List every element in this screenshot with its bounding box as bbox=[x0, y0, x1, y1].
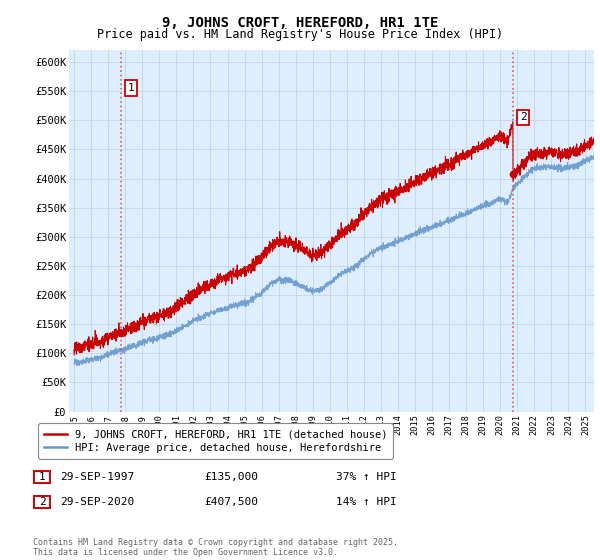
Text: £135,000: £135,000 bbox=[204, 472, 258, 482]
Text: 37% ↑ HPI: 37% ↑ HPI bbox=[336, 472, 397, 482]
Text: 29-SEP-1997: 29-SEP-1997 bbox=[60, 472, 134, 482]
Text: 2: 2 bbox=[520, 113, 527, 123]
Text: 29-SEP-2020: 29-SEP-2020 bbox=[60, 497, 134, 507]
Text: 1: 1 bbox=[38, 472, 46, 482]
Text: Price paid vs. HM Land Registry's House Price Index (HPI): Price paid vs. HM Land Registry's House … bbox=[97, 28, 503, 41]
Text: 1: 1 bbox=[128, 83, 134, 94]
Text: 14% ↑ HPI: 14% ↑ HPI bbox=[336, 497, 397, 507]
Text: 2: 2 bbox=[38, 497, 46, 507]
Text: 9, JOHNS CROFT, HEREFORD, HR1 1TE: 9, JOHNS CROFT, HEREFORD, HR1 1TE bbox=[162, 16, 438, 30]
FancyBboxPatch shape bbox=[34, 471, 50, 483]
Text: Contains HM Land Registry data © Crown copyright and database right 2025.
This d: Contains HM Land Registry data © Crown c… bbox=[33, 538, 398, 557]
FancyBboxPatch shape bbox=[34, 496, 50, 508]
Legend: 9, JOHNS CROFT, HEREFORD, HR1 1TE (detached house), HPI: Average price, detached: 9, JOHNS CROFT, HEREFORD, HR1 1TE (detac… bbox=[38, 423, 394, 459]
Text: £407,500: £407,500 bbox=[204, 497, 258, 507]
